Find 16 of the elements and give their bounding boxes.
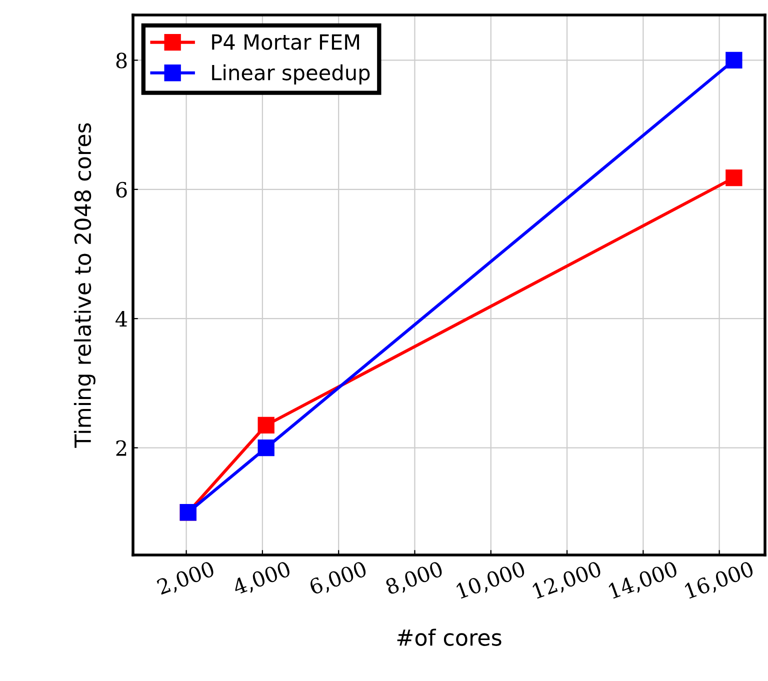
x-tick-label: 6,000 xyxy=(308,560,368,598)
x-axis-title: #of cores xyxy=(397,628,502,646)
legend-label: Linear speedup xyxy=(212,64,370,84)
point xyxy=(258,439,274,456)
point xyxy=(726,169,742,186)
y-tick-label: 2 xyxy=(116,440,126,456)
y-tick-label: 8 xyxy=(116,52,127,68)
x-tick-label: 2,000 xyxy=(156,560,216,598)
y-tick-label: 4 xyxy=(116,311,128,327)
point xyxy=(258,416,274,434)
y-tick-label: 6 xyxy=(116,182,127,198)
point xyxy=(726,52,742,69)
y-axis-title: Timing relative to 2048 cores xyxy=(74,123,96,448)
x-tick-label: 8,000 xyxy=(384,560,444,598)
legend-label: P4 Mortar FEM xyxy=(212,34,360,50)
x-tick-label: 4,000 xyxy=(232,560,292,598)
